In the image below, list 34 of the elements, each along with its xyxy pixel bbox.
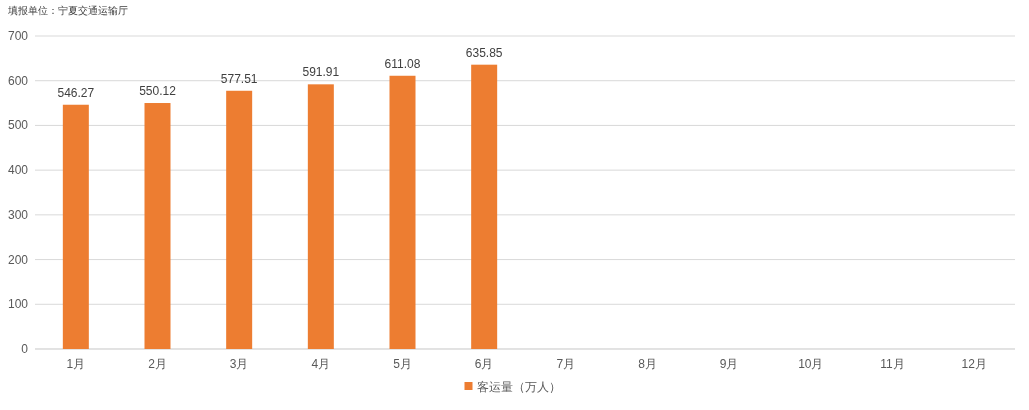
x-tick-label: 7月 [556,357,576,371]
data-label: 546.27 [57,85,95,100]
x-tick-label: 5月 [393,357,412,371]
x-tick-label: 4月 [311,357,331,371]
x-tick-label: 12月 [961,357,987,371]
y-tick-label: 100 [7,297,29,312]
data-label: 635.85 [465,45,503,60]
y-tick-label: 400 [7,163,29,178]
x-tick-label: 6月 [474,357,494,371]
x-tick-label: 2月 [148,357,167,371]
y-tick-label: 300 [7,207,29,222]
x-tick-label: 1月 [66,357,86,371]
y-tick-label: 700 [7,29,29,43]
legend-label: 客运量（万人） [476,380,561,394]
bar [62,104,89,349]
y-tick-label: 200 [7,252,29,267]
x-tick-label: 9月 [719,357,739,371]
y-tick-label: 500 [7,118,29,133]
data-label: 577.51 [220,71,258,86]
x-tick-label: 3月 [229,357,249,371]
y-tick-label: 0 [21,342,29,356]
x-tick-label: 8月 [638,357,657,371]
data-label: 611.08 [384,56,421,71]
bar [226,90,253,349]
data-label: 591.91 [302,65,340,80]
text: 填报单位：宁夏交通运输厅 [7,5,128,16]
bar [307,84,334,349]
bar [471,64,498,349]
y-tick-label: 600 [7,73,29,88]
bar [389,75,416,349]
x-tick-label: 11月 [880,357,905,371]
x-tick-label: 10月 [798,357,824,371]
data-label: 550.12 [139,84,177,99]
bar [144,103,171,349]
